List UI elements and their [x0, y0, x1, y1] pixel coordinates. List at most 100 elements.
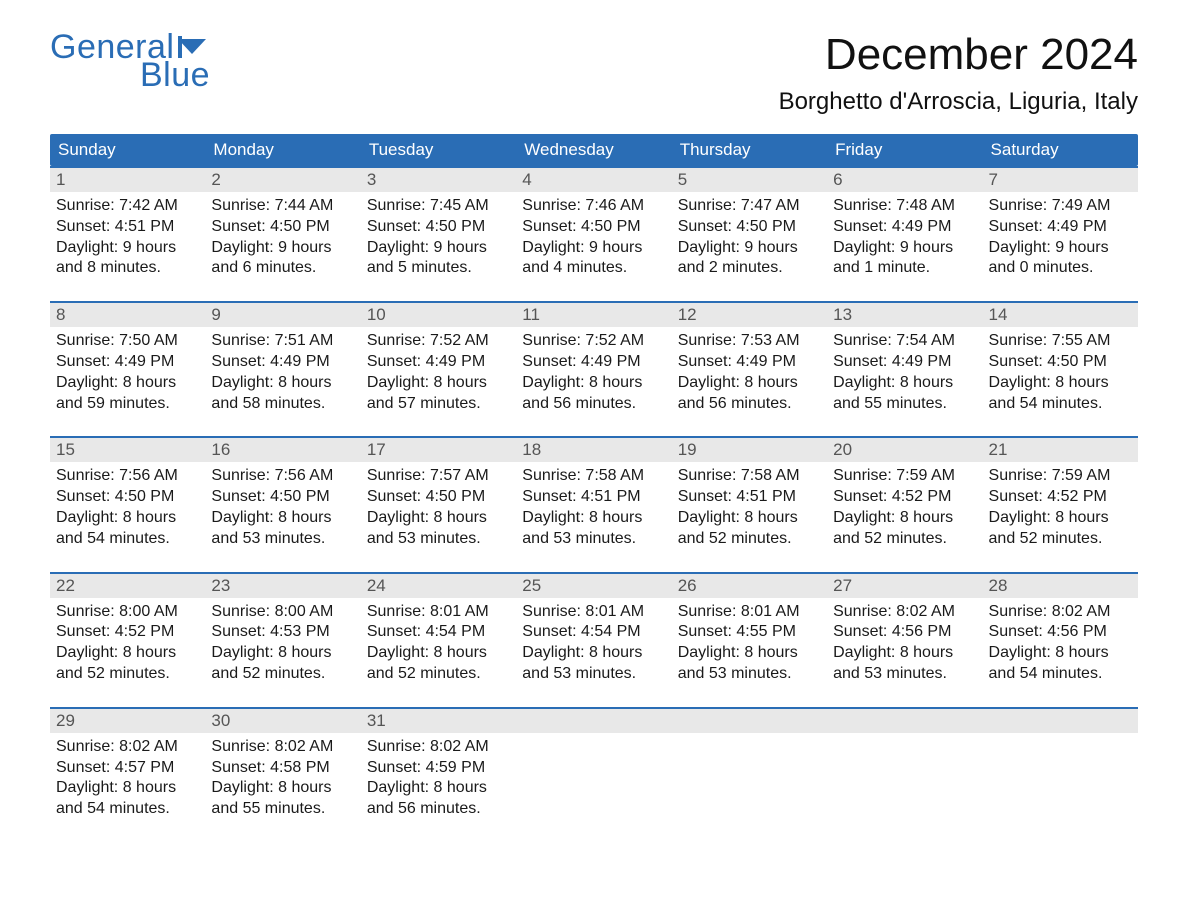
sunset-label: Sunset:	[989, 623, 1043, 640]
sunset-line: Sunset: 4:50 PM	[367, 487, 508, 508]
daylight-value-1: 8 hours	[589, 509, 642, 526]
sunset-value: 4:51 PM	[736, 488, 796, 505]
sunset-line: Sunset: 4:56 PM	[989, 622, 1130, 643]
sunset-line: Sunset: 4:50 PM	[989, 352, 1130, 373]
sunset-value: 4:50 PM	[426, 218, 486, 235]
sunrise-label: Sunrise:	[678, 467, 737, 484]
sunset-line: Sunset: 4:49 PM	[833, 217, 974, 238]
sunset-label: Sunset:	[367, 759, 421, 776]
sunset-label: Sunset:	[522, 623, 576, 640]
daylight-line-1: Daylight: 8 hours	[211, 373, 352, 394]
sunrise-line: Sunrise: 7:56 AM	[56, 466, 197, 487]
daylight-line-2: and 55 minutes.	[833, 394, 974, 415]
daylight-line-2: and 1 minute.	[833, 258, 974, 279]
sunset-label: Sunset:	[678, 353, 732, 370]
sunrise-label: Sunrise:	[522, 467, 581, 484]
daylight-label: Daylight:	[989, 509, 1051, 526]
daylight-label: Daylight:	[211, 779, 273, 796]
sunrise-label: Sunrise:	[833, 467, 892, 484]
daylight-value-1: 8 hours	[900, 374, 953, 391]
sunrise-line: Sunrise: 7:51 AM	[211, 331, 352, 352]
daylight-label: Daylight:	[211, 644, 273, 661]
sunset-label: Sunset:	[211, 353, 265, 370]
day-cell: Sunrise: 7:49 AMSunset: 4:49 PMDaylight:…	[983, 192, 1138, 279]
sunset-value: 4:52 PM	[892, 488, 952, 505]
sunset-line: Sunset: 4:50 PM	[211, 217, 352, 238]
weekday-header: Thursday	[672, 134, 827, 166]
sunrise-value: 8:02 AM	[430, 738, 489, 755]
sunrise-label: Sunrise:	[522, 197, 581, 214]
sunrise-label: Sunrise:	[367, 197, 426, 214]
week-row: 15161718192021Sunrise: 7:56 AMSunset: 4:…	[50, 436, 1138, 549]
sunrise-line: Sunrise: 8:01 AM	[367, 602, 508, 623]
weekday-header: Wednesday	[516, 134, 671, 166]
header: General Blue December 2024 Borghetto d'A…	[50, 30, 1138, 116]
daylight-label: Daylight:	[833, 374, 895, 391]
sunrise-line: Sunrise: 7:42 AM	[56, 196, 197, 217]
sunrise-line: Sunrise: 8:02 AM	[56, 737, 197, 758]
daylight-line-2: and 52 minutes.	[211, 664, 352, 685]
sunrise-value: 7:51 AM	[275, 332, 334, 349]
day-cell: Sunrise: 8:00 AMSunset: 4:53 PMDaylight:…	[205, 598, 360, 685]
day-cell: Sunrise: 7:50 AMSunset: 4:49 PMDaylight:…	[50, 327, 205, 414]
sunrise-label: Sunrise:	[211, 603, 270, 620]
sunrise-line: Sunrise: 7:58 AM	[678, 466, 819, 487]
sunrise-line: Sunrise: 7:44 AM	[211, 196, 352, 217]
daylight-line-2: and 53 minutes.	[211, 529, 352, 550]
daylight-line-1: Daylight: 8 hours	[56, 373, 197, 394]
sunrise-label: Sunrise:	[833, 603, 892, 620]
daylight-label: Daylight:	[56, 509, 118, 526]
sunrise-value: 7:44 AM	[275, 197, 334, 214]
sunset-line: Sunset: 4:50 PM	[211, 487, 352, 508]
sunrise-value: 7:56 AM	[275, 467, 334, 484]
daylight-line-1: Daylight: 8 hours	[833, 508, 974, 529]
daylight-line-1: Daylight: 8 hours	[367, 778, 508, 799]
sunrise-label: Sunrise:	[367, 467, 426, 484]
sunset-value: 4:54 PM	[426, 623, 486, 640]
sunrise-label: Sunrise:	[678, 332, 737, 349]
sunrise-line: Sunrise: 7:57 AM	[367, 466, 508, 487]
day-number: 25	[516, 574, 671, 598]
sunset-label: Sunset:	[211, 759, 265, 776]
day-number: 4	[516, 168, 671, 192]
daylight-line-2: and 2 minutes.	[678, 258, 819, 279]
daylight-label: Daylight:	[989, 374, 1051, 391]
sunset-value: 4:50 PM	[270, 488, 330, 505]
daylight-line-1: Daylight: 9 hours	[522, 238, 663, 259]
sunrise-value: 7:45 AM	[430, 197, 489, 214]
sunset-line: Sunset: 4:59 PM	[367, 758, 508, 779]
sunrise-value: 7:52 AM	[585, 332, 644, 349]
sunset-value: 4:55 PM	[736, 623, 796, 640]
day-number: 27	[827, 574, 982, 598]
sunset-label: Sunset:	[211, 218, 265, 235]
daylight-line-1: Daylight: 8 hours	[211, 643, 352, 664]
sunset-label: Sunset:	[56, 488, 110, 505]
sunrise-label: Sunrise:	[989, 332, 1048, 349]
day-number: 5	[672, 168, 827, 192]
daylight-line-2: and 56 minutes.	[522, 394, 663, 415]
sunset-value: 4:49 PM	[1047, 218, 1107, 235]
daylight-label: Daylight:	[678, 239, 740, 256]
daylight-line-2: and 53 minutes.	[522, 529, 663, 550]
sunrise-value: 8:02 AM	[275, 738, 334, 755]
day-cell: Sunrise: 7:46 AMSunset: 4:50 PMDaylight:…	[516, 192, 671, 279]
daylight-line-2: and 56 minutes.	[367, 799, 508, 820]
daylight-value-1: 8 hours	[744, 509, 797, 526]
sunset-line: Sunset: 4:49 PM	[989, 217, 1130, 238]
weekday-header: Sunday	[50, 134, 205, 166]
daylight-line-2: and 53 minutes.	[678, 664, 819, 685]
day-cell: Sunrise: 7:48 AMSunset: 4:49 PMDaylight:…	[827, 192, 982, 279]
daylight-line-2: and 52 minutes.	[56, 664, 197, 685]
day-number: 22	[50, 574, 205, 598]
weekday-header: Friday	[827, 134, 982, 166]
sunrise-line: Sunrise: 7:55 AM	[989, 331, 1130, 352]
daylight-line-1: Daylight: 8 hours	[833, 373, 974, 394]
daylight-line-2: and 54 minutes.	[989, 664, 1130, 685]
day-number: 20	[827, 438, 982, 462]
sunset-label: Sunset:	[211, 488, 265, 505]
daylight-value-1: 8 hours	[589, 644, 642, 661]
daylight-value-1: 8 hours	[900, 644, 953, 661]
daylight-line-1: Daylight: 8 hours	[678, 643, 819, 664]
day-cell	[983, 733, 1138, 820]
daylight-line-1: Daylight: 8 hours	[211, 508, 352, 529]
